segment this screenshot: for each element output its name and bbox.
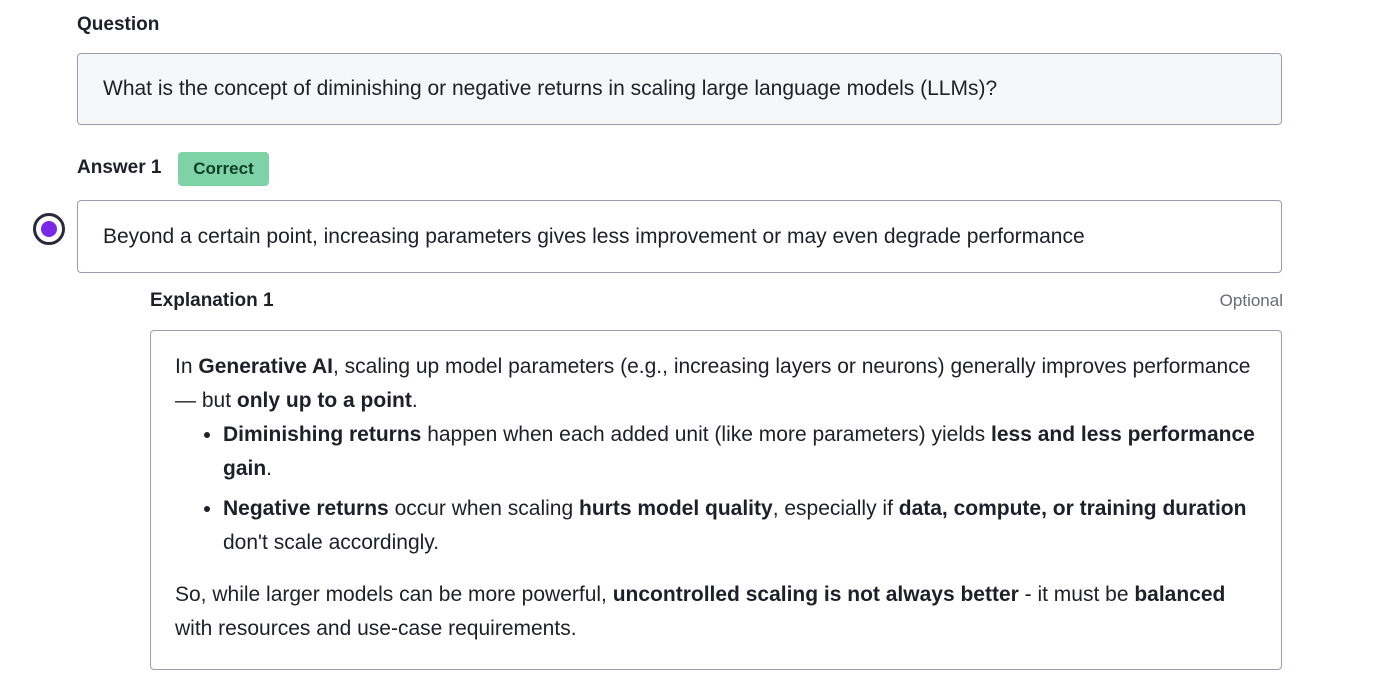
closing-bold-2: balanced — [1134, 583, 1226, 606]
closing-bold-1: uncontrolled scaling is not always bette… — [612, 583, 1019, 606]
intro-bold-1: Generative AI — [198, 355, 333, 378]
bullet-1-text-1: happen when each added unit (like more p… — [421, 423, 992, 446]
question-label: Question — [77, 14, 160, 35]
bullet-item-negative-returns: Negative returns occur when scaling hurt… — [223, 492, 1257, 560]
intro-bold-2: only up to a point — [236, 389, 412, 412]
intro-text-2: , scaling up model parameters (e.g., inc… — [175, 355, 1251, 412]
bullet-1-text-2: . — [266, 457, 273, 480]
intro-text-1: In — [175, 355, 199, 378]
explanation-closing: So, while larger models can be more powe… — [175, 578, 1257, 646]
explanation-intro: In Generative AI, scaling up model param… — [175, 350, 1257, 418]
correct-badge: Correct — [178, 152, 269, 186]
closing-text-1: So, while larger models can be more powe… — [175, 583, 613, 606]
answer-radio-button[interactable] — [33, 213, 65, 245]
bullet-item-diminishing-returns: Diminishing returns happen when each add… — [223, 418, 1257, 486]
closing-text-3: with resources and use-case requirements… — [175, 617, 577, 640]
bullet-2-bold-1: Negative returns — [223, 497, 389, 520]
bullet-2-text-3: don't scale accordingly. — [223, 531, 440, 554]
closing-text-2: - it must be — [1018, 583, 1135, 606]
bullet-1-bold-1: Diminishing returns — [223, 423, 422, 446]
intro-text-3: . — [411, 389, 418, 412]
optional-label: Optional — [1219, 291, 1283, 310]
answer-text: Beyond a certain point, increasing param… — [103, 224, 1085, 248]
bullet-2-bold-3: data, compute, or training duration — [898, 497, 1247, 520]
explanation-text-box[interactable]: In Generative AI, scaling up model param… — [150, 330, 1282, 670]
bullet-2-bold-2: hurts model quality — [579, 497, 773, 520]
question-text: What is the concept of diminishing or ne… — [103, 77, 998, 100]
explanation-bullet-list: Diminishing returns happen when each add… — [175, 418, 1257, 560]
question-text-box[interactable]: What is the concept of diminishing or ne… — [77, 53, 1282, 125]
bullet-1-bold-2: less and less performance gain — [223, 423, 1255, 480]
bullet-2-text-1: occur when scaling — [388, 497, 579, 520]
bullet-2-text-2: , especially if — [772, 497, 899, 520]
radio-selected-dot-icon — [41, 221, 57, 237]
answer-label: Answer 1 — [77, 157, 162, 178]
explanation-label: Explanation 1 — [150, 290, 274, 311]
answer-text-box[interactable]: Beyond a certain point, increasing param… — [77, 200, 1282, 273]
